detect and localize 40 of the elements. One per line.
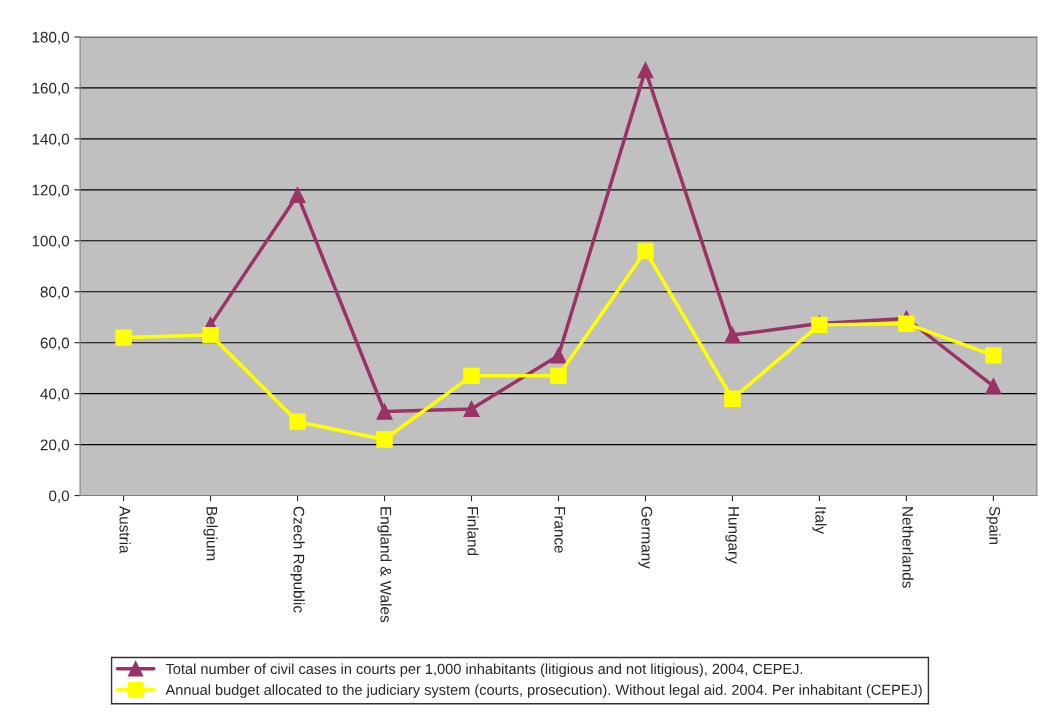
y-tick-label: 80,0	[40, 286, 70, 300]
point	[376, 431, 393, 448]
y-tick-label: 180,0	[32, 31, 70, 45]
y-tick-label: 160,0	[32, 82, 70, 96]
point	[724, 390, 741, 407]
x-tick-label: Belgium	[203, 507, 218, 561]
point	[550, 347, 567, 364]
point	[202, 326, 219, 344]
x-tick-label: Austria	[119, 506, 131, 554]
point	[985, 377, 1002, 395]
point	[898, 315, 915, 332]
y-tick-label: 40,0	[40, 388, 70, 402]
point	[637, 61, 654, 79]
point	[724, 326, 741, 344]
y-tick-label: 0,0	[49, 490, 70, 504]
y-tick-label: 20,0	[40, 439, 70, 453]
y-tick-label: 140,0	[32, 133, 70, 147]
legend-label: Total number of civil cases in courts per 1,000 inhabitants (litigious and not litigious), 2004, CEPEJ.	[165, 663, 803, 677]
x-tick-label: Czech Republic	[290, 506, 305, 613]
y-tick-label: 100,0	[32, 235, 70, 249]
point	[985, 347, 1002, 364]
x-tick-label: Finland	[467, 507, 479, 556]
x-tick-label: England & Wales	[377, 507, 392, 623]
x-tick-label: Italy	[812, 507, 827, 534]
x-tick-label: Spain	[986, 506, 1001, 545]
x-tick-label: Germany	[638, 506, 653, 569]
point	[637, 242, 654, 260]
legend-label: Annual budget allocated to the judiciary system (courts, prosecution). Without legal aid. 2004. Per inhabitant (CEPEJ)	[165, 684, 922, 698]
x-tick-label: France	[554, 507, 566, 553]
point	[463, 367, 480, 384]
point	[376, 403, 393, 420]
point	[289, 186, 306, 204]
point	[550, 367, 567, 384]
x-tick-label: Hungary	[725, 507, 739, 564]
point	[115, 329, 132, 346]
y-tick-label: 120,0	[32, 184, 70, 198]
point	[463, 400, 480, 418]
x-tick-label: Netherlands	[902, 507, 914, 588]
point	[289, 413, 306, 430]
y-tick-label: 60,0	[40, 337, 70, 351]
